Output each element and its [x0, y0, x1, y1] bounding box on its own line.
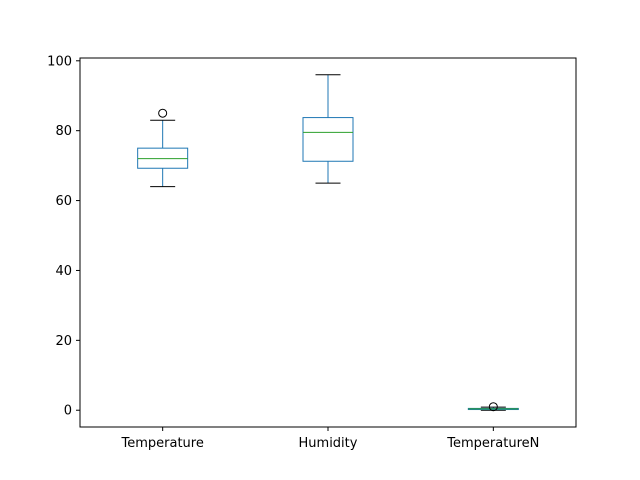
- iqr-box: [302, 117, 354, 162]
- y-tick-label: 60: [55, 194, 72, 209]
- box-temperature: [137, 108, 189, 188]
- y-tick-label: 100: [47, 54, 72, 69]
- box-temperaturen: [467, 402, 519, 412]
- x-tick-label: Temperature: [120, 436, 203, 451]
- y-tick-label: 20: [55, 334, 72, 349]
- y-axis: 0 20 40 60 80 100: [47, 54, 80, 419]
- box-humidity: [302, 74, 354, 184]
- x-tick-label: TemperatureN: [446, 436, 539, 451]
- x-tick-label: Humidity: [299, 436, 358, 451]
- x-axis: Temperature Humidity TemperatureN: [120, 427, 539, 451]
- outlier-point: [158, 108, 168, 118]
- y-tick-label: 80: [55, 124, 72, 139]
- y-tick-label: 40: [55, 264, 72, 279]
- plot-area: [137, 74, 519, 412]
- outlier-point: [488, 402, 498, 412]
- y-tick-label: 0: [64, 404, 72, 419]
